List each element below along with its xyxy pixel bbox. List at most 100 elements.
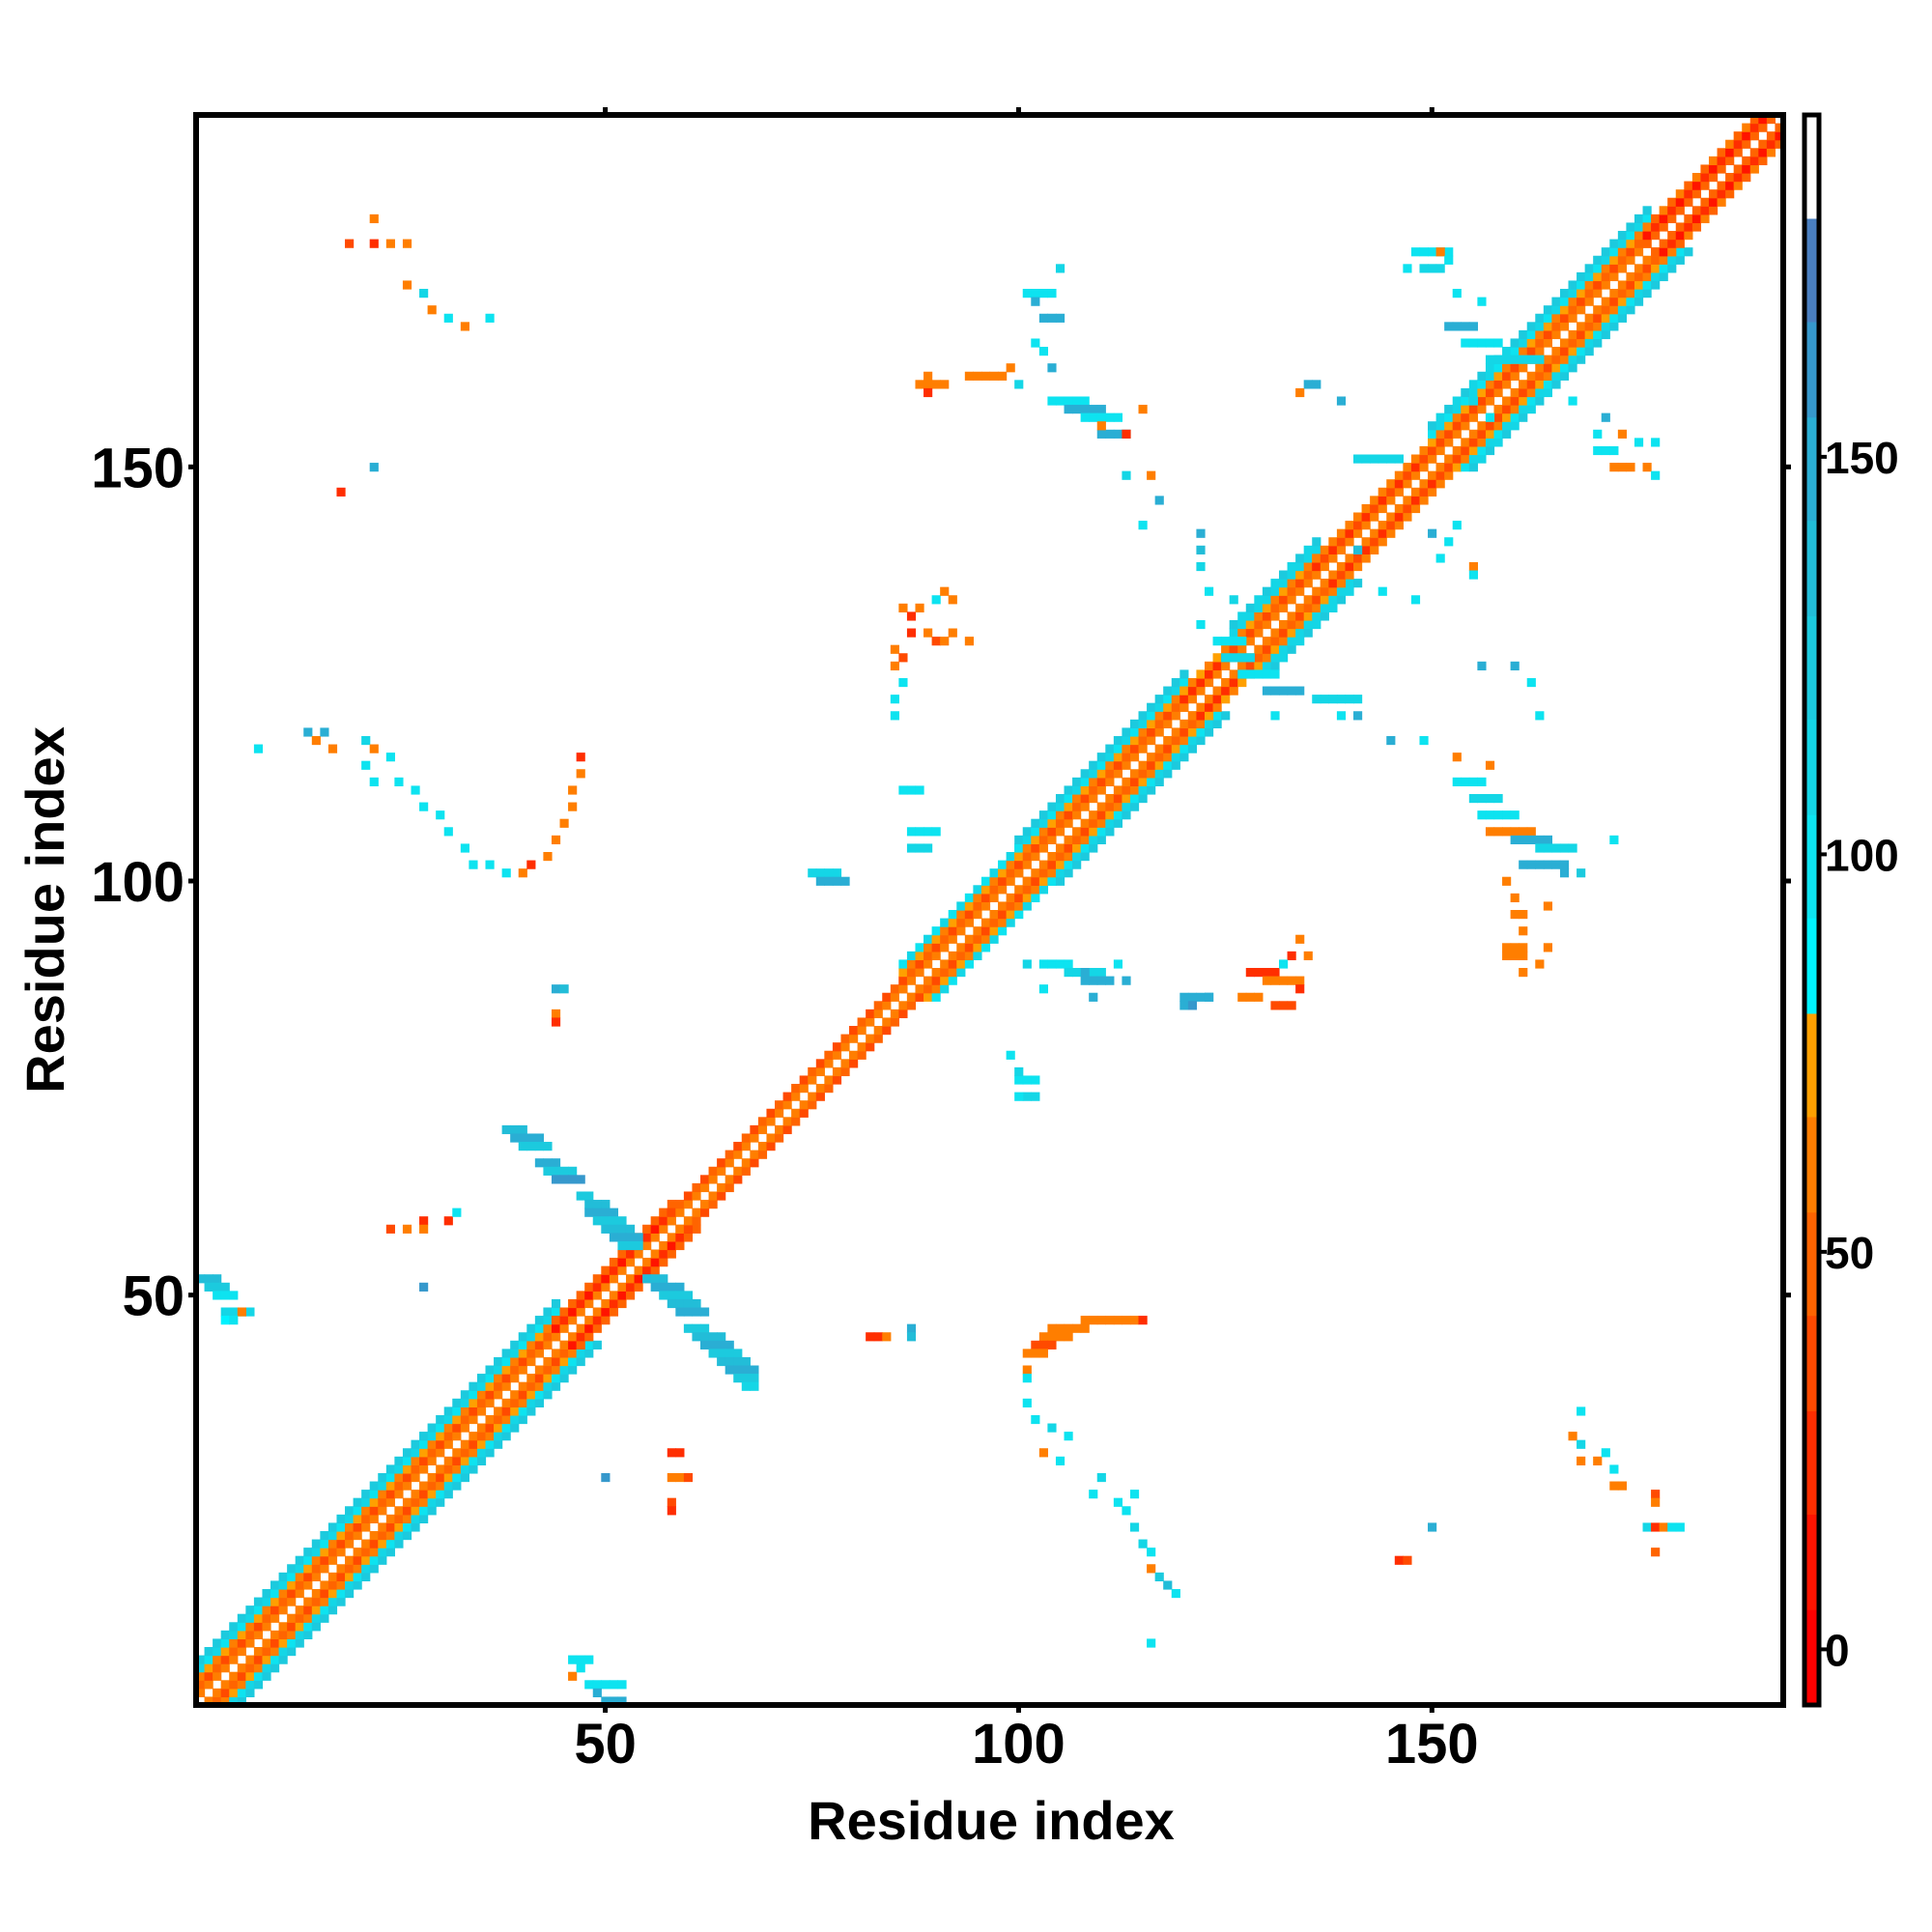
heatmap-cell [1609,289,1619,298]
heatmap-cell [1519,396,1528,406]
heatmap-cell [1559,355,1570,364]
heatmap-cell [1353,695,1363,704]
heatmap-cell [1626,231,1635,241]
heatmap-cell [1758,148,1768,157]
heatmap-cell [1022,835,1032,845]
heatmap-cell [1684,222,1693,232]
heatmap-cell [361,1539,371,1548]
heatmap-cell [683,1472,694,1483]
heatmap-cell [1353,561,1363,572]
heatmap-cell [1320,611,1329,621]
heatmap-cell [1038,876,1049,886]
heatmap-cell [1766,139,1776,149]
heatmap-cell [1742,173,1751,183]
heatmap-cell [1171,1588,1180,1599]
heatmap-cell [1064,810,1073,820]
heatmap-cell [1089,785,1098,795]
heatmap-cell [1022,959,1032,969]
heatmap-cell [1559,868,1570,878]
heatmap-cell [1428,470,1437,480]
heatmap-cell [1262,669,1272,679]
heatmap-cell [1428,438,1437,447]
heatmap-cell [890,644,899,654]
heatmap-cell [213,1282,222,1292]
heatmap-cell [1502,371,1512,381]
heatmap-cell [559,1323,569,1333]
heatmap-cell [840,876,850,886]
heatmap-cell [1022,1374,1032,1383]
heatmap-cell [1577,305,1586,315]
heatmap-cell [551,1323,561,1333]
heatmap-cell [1428,528,1437,538]
heatmap-cell [1403,470,1412,480]
heatmap-cell [1353,521,1363,530]
heatmap-cell [609,1216,619,1226]
heatmap-cell [1651,1490,1661,1499]
heatmap-cell [1410,454,1421,464]
heatmap-cell [1510,338,1520,348]
heatmap-cell [1609,835,1619,845]
heatmap-cell [1138,744,1148,753]
heatmap-cell [1038,984,1049,994]
heatmap-cell [543,1323,553,1333]
colorbar-tick-label: 0 [1825,1625,1850,1675]
heatmap-cell [378,1472,387,1483]
heatmap-cell [1519,951,1528,961]
heatmap-cell [568,1298,578,1309]
heatmap-cell [775,1100,784,1110]
heatmap-cell [1609,305,1619,315]
heatmap-cell [1403,463,1412,472]
heatmap-cell [1129,744,1140,753]
heatmap-cell [791,1084,801,1094]
heatmap-cell [229,1696,239,1706]
heatmap-cell [1014,851,1024,862]
heatmap-cell [1659,255,1668,265]
heatmap-cell [808,1066,817,1077]
heatmap-cell [849,1034,859,1043]
heatmap-cell [1187,686,1198,696]
heatmap-cell [906,611,917,621]
heatmap-cell [1006,901,1015,911]
heatmap-cell [1353,711,1363,721]
heatmap-cell [1254,644,1264,654]
colorbar-band [1804,918,1819,1014]
heatmap-cell [220,1655,230,1664]
heatmap-cell [1493,371,1503,381]
heatmap-cell [1502,412,1512,422]
heatmap-cell [1196,686,1206,696]
heatmap-cell [443,1481,453,1491]
heatmap-cell [559,1365,569,1375]
heatmap-cell [220,1307,230,1317]
heatmap-cell [1006,363,1015,373]
heatmap-cell [1519,835,1528,845]
heatmap-cell [1212,702,1222,712]
heatmap-cell [1551,329,1561,340]
heatmap-cell [1526,338,1536,348]
heatmap-cell [1179,1001,1189,1010]
heatmap-cell [1444,255,1454,265]
heatmap-cell [964,910,974,920]
heatmap-cell [923,380,933,389]
heatmap-cell [1584,280,1594,290]
heatmap-cell [1485,760,1495,770]
heatmap-cell [683,1307,694,1317]
heatmap-cell [419,1481,429,1491]
heatmap-cell [1187,735,1198,746]
heatmap-cell [245,1671,255,1681]
heatmap-cell [1435,445,1445,456]
heatmap-cell [601,1265,611,1275]
heatmap-cell [576,1291,585,1300]
heatmap-cell [1485,363,1495,373]
heatmap-cell [882,1026,892,1036]
heatmap-cell [419,1448,429,1458]
heatmap-cell [601,1680,611,1690]
heatmap-cell [1410,487,1421,497]
heatmap-cell [1328,554,1338,563]
heatmap-cell [1022,289,1032,298]
heatmap-cell [1651,1548,1661,1557]
heatmap-cell [898,959,908,969]
heatmap-cell [1080,818,1090,828]
heatmap-cell [1147,1564,1156,1574]
heatmap-cell [857,1026,867,1036]
heatmap-cell [353,1522,362,1532]
